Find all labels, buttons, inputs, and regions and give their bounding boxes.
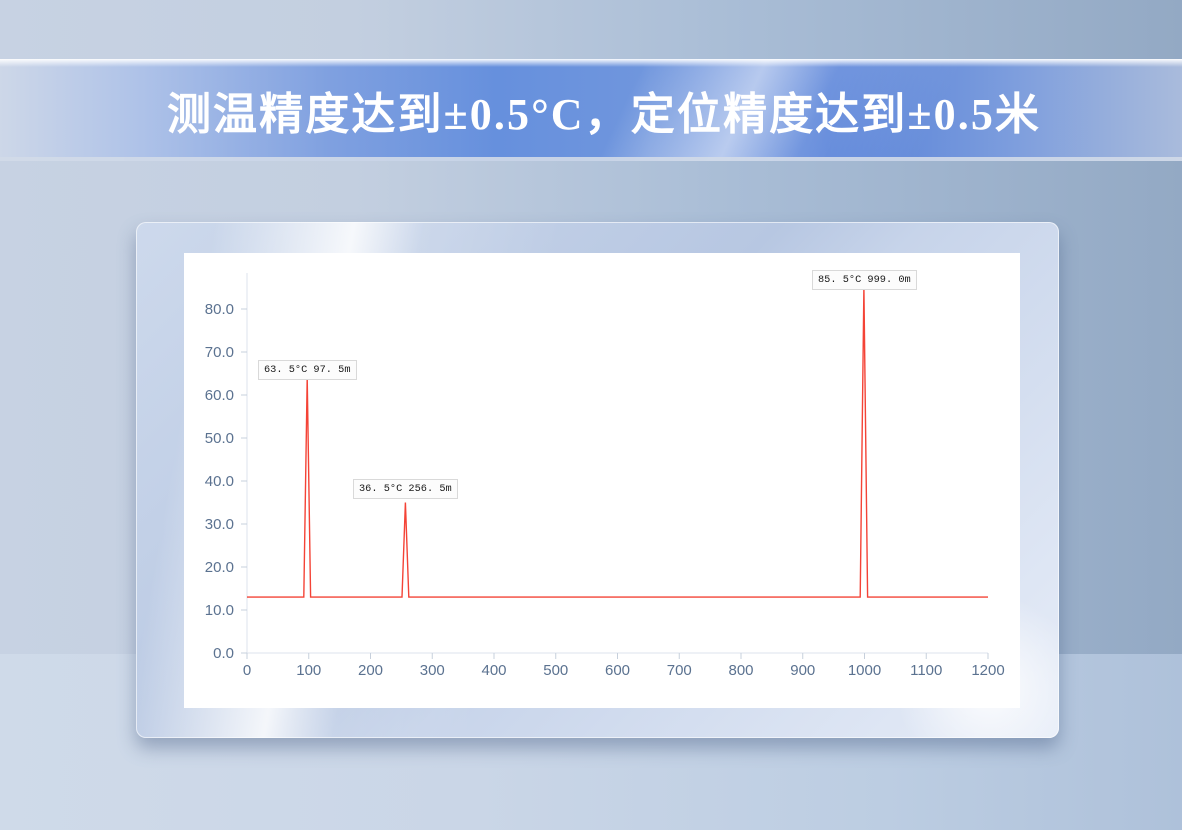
svg-text:500: 500	[543, 662, 568, 679]
svg-text:30.0: 30.0	[205, 516, 234, 533]
svg-text:400: 400	[481, 662, 506, 679]
svg-text:1200: 1200	[971, 662, 1004, 679]
svg-text:200: 200	[358, 662, 383, 679]
svg-text:1100: 1100	[910, 662, 942, 679]
svg-text:700: 700	[667, 662, 692, 679]
svg-text:1000: 1000	[848, 662, 881, 679]
svg-text:60.0: 60.0	[205, 387, 234, 404]
svg-text:300: 300	[420, 662, 445, 679]
svg-text:900: 900	[790, 662, 815, 679]
svg-text:40.0: 40.0	[205, 473, 234, 490]
svg-text:800: 800	[728, 662, 753, 679]
svg-text:70.0: 70.0	[205, 344, 234, 361]
svg-text:80.0: 80.0	[205, 301, 234, 318]
svg-text:600: 600	[605, 662, 630, 679]
svg-text:0.0: 0.0	[213, 645, 234, 662]
svg-text:100: 100	[296, 662, 321, 679]
svg-text:0: 0	[243, 662, 251, 679]
svg-text:50.0: 50.0	[205, 430, 234, 447]
svg-text:10.0: 10.0	[205, 602, 234, 619]
svg-text:20.0: 20.0	[205, 559, 234, 576]
